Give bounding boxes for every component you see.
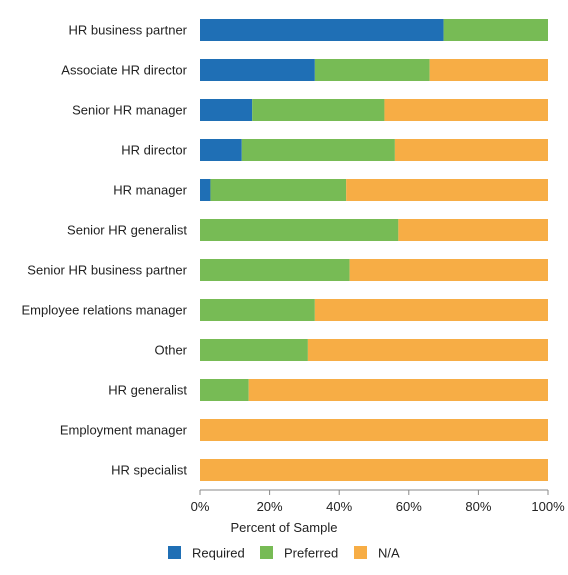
legend-swatch-preferred — [260, 546, 273, 559]
legend-label-required: Required — [192, 546, 245, 561]
bar-segment-n-a-1 — [429, 59, 548, 81]
bar-segment-n-a-11 — [200, 459, 548, 481]
bar-segment-n-a-8 — [307, 339, 548, 361]
bar-segment-preferred-2 — [252, 99, 385, 121]
bar-segment-n-a-6 — [349, 259, 548, 281]
bar-segment-required-2 — [200, 99, 253, 121]
legend-label-preferred: Preferred — [284, 546, 338, 561]
x-tick-label-5: 100% — [531, 499, 565, 514]
bar-segment-required-3 — [200, 139, 242, 161]
x-axis: 0% 20% 40% 60% 80% 100% — [191, 489, 565, 514]
category-label-5: Senior HR generalist — [67, 223, 187, 238]
bar-segment-preferred-4 — [210, 179, 347, 201]
bars-group — [200, 19, 548, 481]
legend-swatch-required — [168, 546, 181, 559]
bar-segment-required-4 — [200, 179, 211, 201]
bar-segment-preferred-0 — [443, 19, 548, 41]
x-tick-label-0: 0% — [191, 499, 210, 514]
bar-segment-required-1 — [200, 59, 315, 81]
x-tick-label-4: 80% — [465, 499, 491, 514]
category-label-11: HR specialist — [111, 463, 187, 478]
legend: Required Preferred N/A — [168, 546, 400, 561]
bar-segment-required-0 — [200, 19, 444, 41]
bar-segment-preferred-6 — [200, 259, 350, 281]
bar-segment-n-a-3 — [394, 139, 548, 161]
x-axis-title: Percent of Sample — [231, 520, 338, 535]
bar-segment-preferred-1 — [314, 59, 430, 81]
bar-segment-preferred-9 — [200, 379, 249, 401]
category-label-10: Employment manager — [60, 423, 188, 438]
x-tick-label-2: 40% — [326, 499, 352, 514]
bar-segment-n-a-4 — [346, 179, 548, 201]
bar-segment-preferred-5 — [200, 219, 399, 241]
category-label-6: Senior HR business partner — [27, 263, 187, 278]
category-label-8: Other — [154, 343, 187, 358]
bar-segment-n-a-2 — [384, 99, 548, 121]
bar-segment-preferred-3 — [241, 139, 395, 161]
bar-segment-n-a-9 — [248, 379, 548, 401]
category-label-7: Employee relations manager — [22, 303, 188, 318]
category-label-2: Senior HR manager — [72, 103, 188, 118]
category-label-0: HR business partner — [69, 23, 188, 38]
category-label-9: HR generalist — [108, 383, 187, 398]
legend-label-n-a: N/A — [378, 546, 400, 561]
bar-segment-n-a-5 — [398, 219, 548, 241]
bar-segment-n-a-7 — [314, 299, 548, 321]
bar-segment-preferred-8 — [200, 339, 308, 361]
category-label-1: Associate HR director — [61, 63, 187, 78]
x-tick-label-1: 20% — [257, 499, 283, 514]
category-label-3: HR director — [121, 143, 187, 158]
category-labels: HR business partner Associate HR director… — [22, 23, 188, 478]
x-tick-label-3: 60% — [396, 499, 422, 514]
category-label-4: HR manager — [113, 183, 187, 198]
legend-swatch-n-a — [354, 546, 367, 559]
bar-segment-n-a-10 — [200, 419, 548, 441]
bar-segment-preferred-7 — [200, 299, 315, 321]
